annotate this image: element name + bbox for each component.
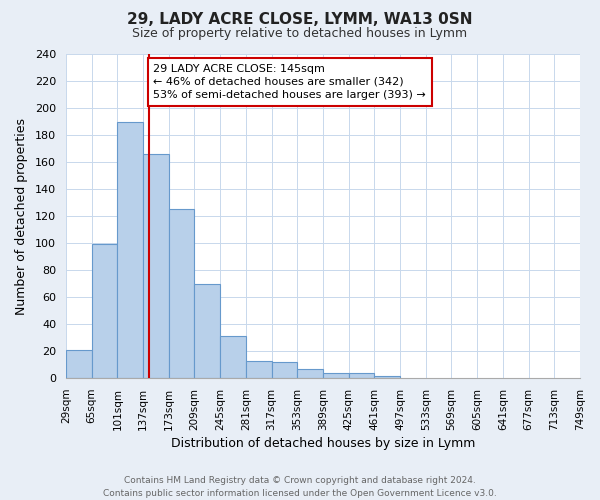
Text: 29, LADY ACRE CLOSE, LYMM, WA13 0SN: 29, LADY ACRE CLOSE, LYMM, WA13 0SN: [127, 12, 473, 28]
Bar: [194, 284, 220, 378]
Bar: [246, 360, 272, 378]
Text: Contains HM Land Registry data © Crown copyright and database right 2024.
Contai: Contains HM Land Registry data © Crown c…: [103, 476, 497, 498]
Bar: [92, 244, 118, 378]
Text: 29 LADY ACRE CLOSE: 145sqm
← 46% of detached houses are smaller (342)
53% of sem: 29 LADY ACRE CLOSE: 145sqm ← 46% of deta…: [154, 64, 426, 100]
Bar: [349, 373, 374, 378]
Y-axis label: Number of detached properties: Number of detached properties: [15, 118, 28, 314]
Bar: [297, 369, 323, 378]
Text: Size of property relative to detached houses in Lymm: Size of property relative to detached ho…: [133, 28, 467, 40]
Bar: [169, 210, 194, 378]
Bar: [66, 350, 92, 378]
Bar: [323, 373, 349, 378]
Bar: [220, 336, 246, 378]
Bar: [272, 362, 297, 378]
Bar: [118, 122, 143, 378]
Bar: [143, 154, 169, 378]
X-axis label: Distribution of detached houses by size in Lymm: Distribution of detached houses by size …: [171, 437, 475, 450]
Bar: [374, 376, 400, 378]
